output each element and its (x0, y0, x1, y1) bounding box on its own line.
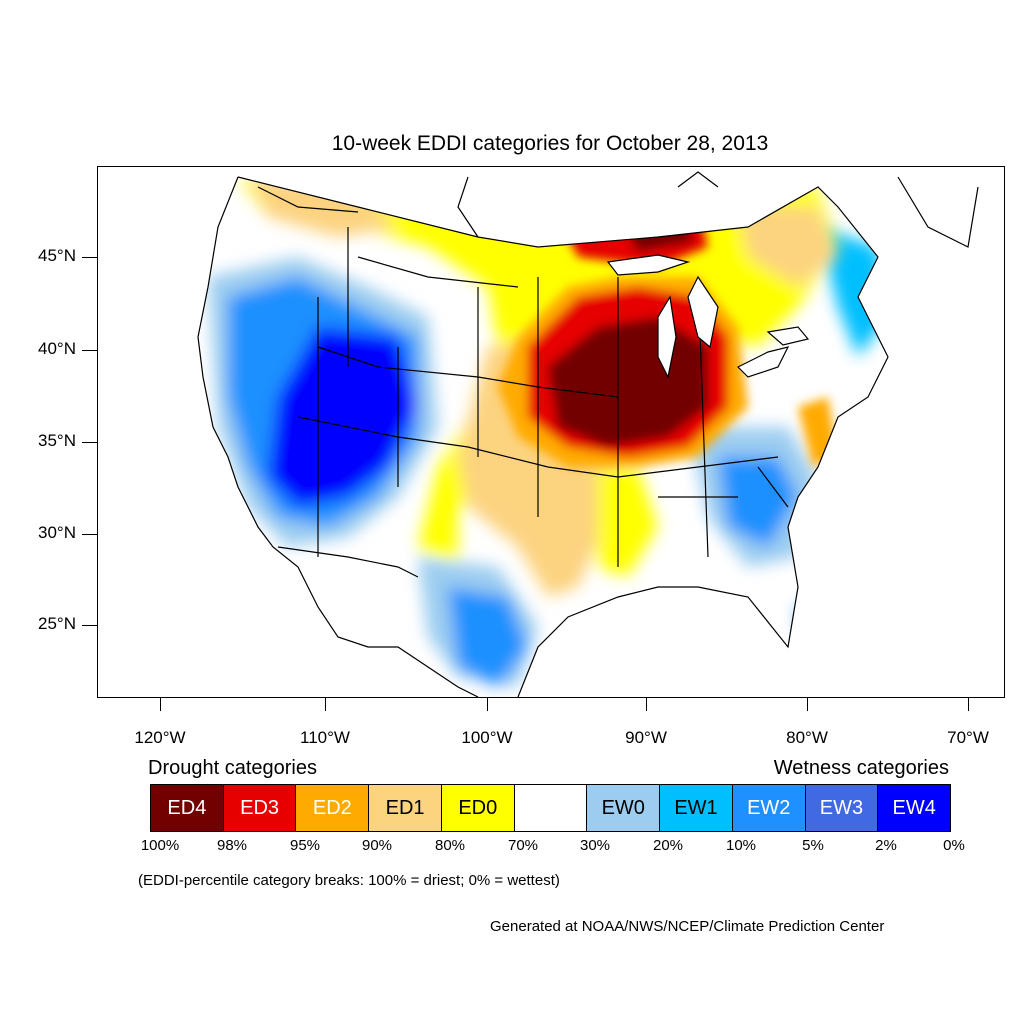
lon-label-90: 90°W (625, 728, 667, 747)
lon-tick (968, 697, 969, 711)
legend-cell-ew4: EW4 (878, 785, 951, 831)
legend-colorbar: ED4 ED3 ED2 ED1 ED0 EW0 EW1 EW2 EW3 EW4 (150, 784, 951, 832)
lat-label-40: 40°N (38, 339, 76, 358)
legend-cell-ed1: ED1 (369, 785, 442, 831)
lon-label-70: 70°W (947, 728, 989, 747)
lat-label-45: 45°N (38, 246, 76, 265)
lon-tick (325, 697, 326, 711)
percentile-label: 90% (361, 837, 393, 854)
lon-tick (487, 697, 488, 711)
map-svg (197, 171, 979, 697)
percentile-label: 30% (579, 837, 611, 854)
percentile-label: 10% (725, 837, 757, 854)
map-title: 10-week EDDI categories for October 28, … (331, 132, 769, 155)
percentile-label: 95% (289, 837, 321, 854)
lon-label-110: 110°W (300, 728, 350, 747)
percentile-label: 5% (802, 837, 824, 854)
legend-cell-ew0: EW0 (587, 785, 661, 831)
legend-cell-ed3: ED3 (223, 785, 297, 831)
legend-cell-ed4: ED4 (151, 785, 224, 831)
lat-label-30: 30°N (38, 523, 76, 542)
legend-cell-neutral (514, 785, 588, 831)
lat-label-35: 35°N (38, 431, 76, 450)
lon-label-100: 100°W (461, 728, 513, 747)
lon-label-80: 80°W (786, 728, 828, 747)
lat-tick (82, 534, 97, 535)
legend-cell-ew3: EW3 (805, 785, 879, 831)
legend-cell-ed0: ED0 (441, 785, 515, 831)
lat-label-25: 25°N (38, 614, 76, 633)
percentile-label: 100% (140, 837, 180, 854)
category-breaks-note: (EDDI-percentile category breaks: 100% =… (138, 872, 560, 889)
legend-cell-ed2: ED2 (296, 785, 370, 831)
credit-line: Generated at NOAA/NWS/NCEP/Climate Predi… (490, 918, 885, 935)
lon-tick (646, 697, 647, 711)
drought-categories-title: Drought categories (148, 757, 317, 779)
percentile-label: 0% (943, 837, 965, 854)
percentile-label: 80% (434, 837, 466, 854)
legend-cell-ew2: EW2 (732, 785, 806, 831)
lon-tick (807, 697, 808, 711)
great-lakes (606, 254, 810, 379)
lat-tick (82, 625, 97, 626)
lon-label-120: 120°W (134, 728, 186, 747)
legend-cell-ew1: EW1 (660, 785, 733, 831)
boundary-lines (197, 171, 979, 697)
lon-tick (160, 697, 161, 711)
percentile-label: 20% (652, 837, 684, 854)
lat-tick (82, 350, 97, 351)
eddi-map (97, 166, 1005, 698)
percentile-label: 70% (507, 837, 539, 854)
percentile-label: 2% (875, 837, 897, 854)
wetness-categories-title: Wetness categories (773, 757, 949, 779)
lat-tick (82, 442, 97, 443)
category-shading (198, 177, 888, 697)
lat-tick (82, 257, 97, 258)
percentile-label: 98% (216, 837, 248, 854)
